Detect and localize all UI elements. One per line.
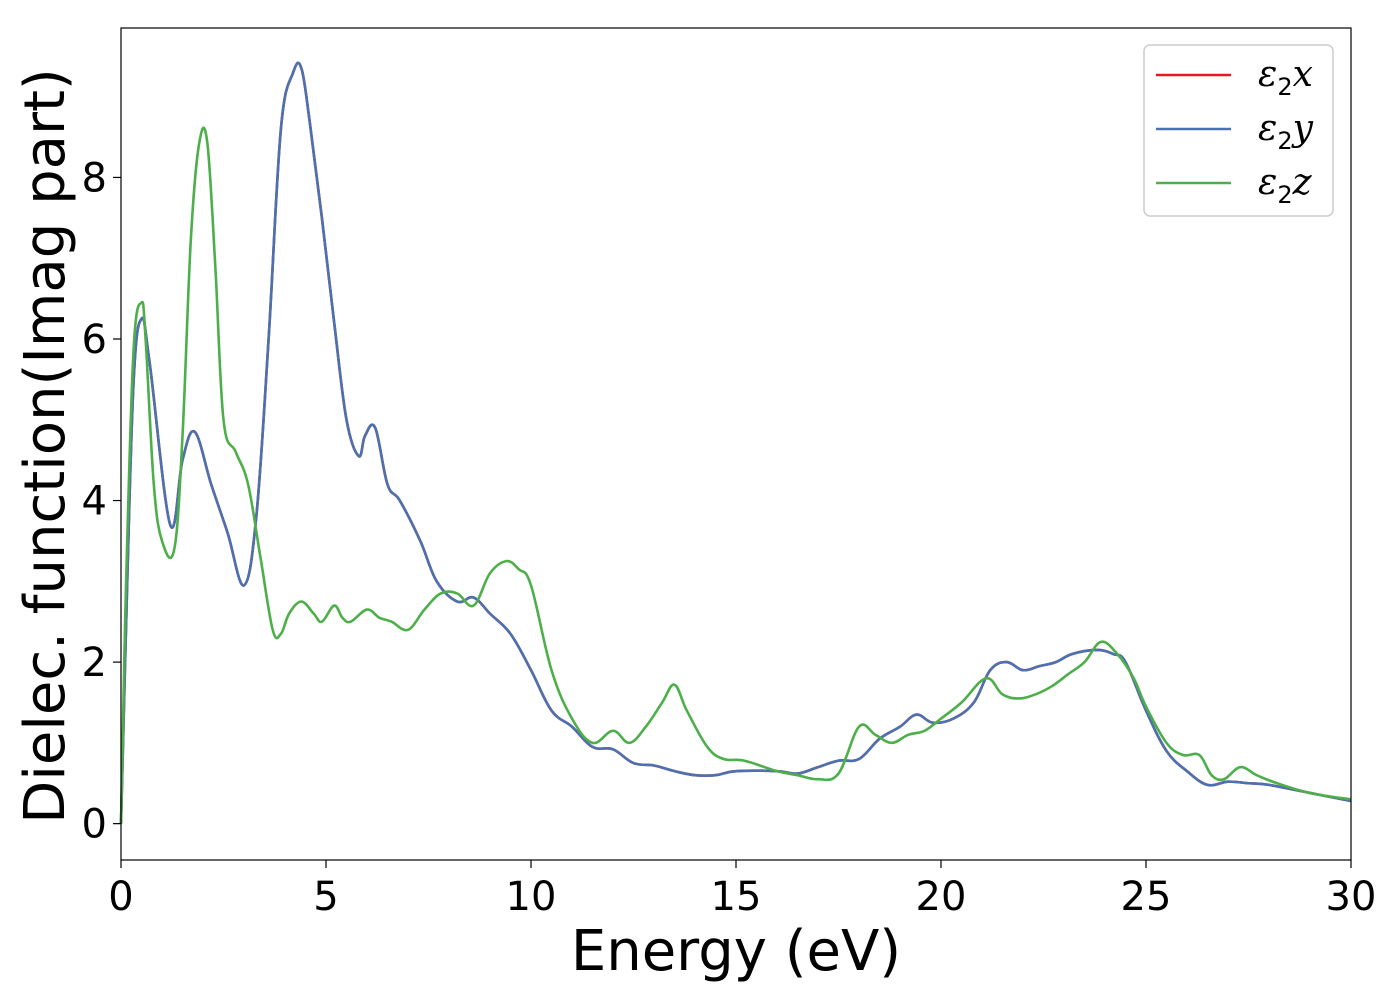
y-tick-label: 4 [82,479,107,525]
x-tick-label: 15 [711,874,762,920]
series-layer [119,61,1352,824]
y-tick-label: 6 [82,317,107,363]
y-tick-label: 0 [82,802,107,848]
x-tick-label: 0 [108,874,133,920]
y-axis-ticks: 0 2 4 6 8 [82,155,121,848]
x-tick-label: 10 [506,874,557,920]
x-tick-label: 25 [1121,874,1172,920]
legend-label-z: ε2z [1258,162,1313,209]
y-tick-label: 2 [82,640,107,686]
x-axis-title: Energy (eV) [571,919,901,984]
legend: ε2x ε2y ε2z [1143,44,1334,217]
legend-frame [1143,44,1334,217]
legend-label-y: ε2y [1258,108,1314,155]
x-tick-label: 5 [313,874,338,920]
y-tick-label: 8 [82,155,107,201]
series-line-z [119,126,1352,824]
y-axis-title: Dielec. function(Imag part) [13,68,78,824]
legend-label-x: ε2x [1258,54,1313,101]
series-line-y [119,61,1352,824]
x-tick-label: 20 [916,874,967,920]
x-tick-label: 30 [1326,874,1377,920]
x-axis-ticks: 0 5 10 15 20 25 30 [108,860,1376,920]
